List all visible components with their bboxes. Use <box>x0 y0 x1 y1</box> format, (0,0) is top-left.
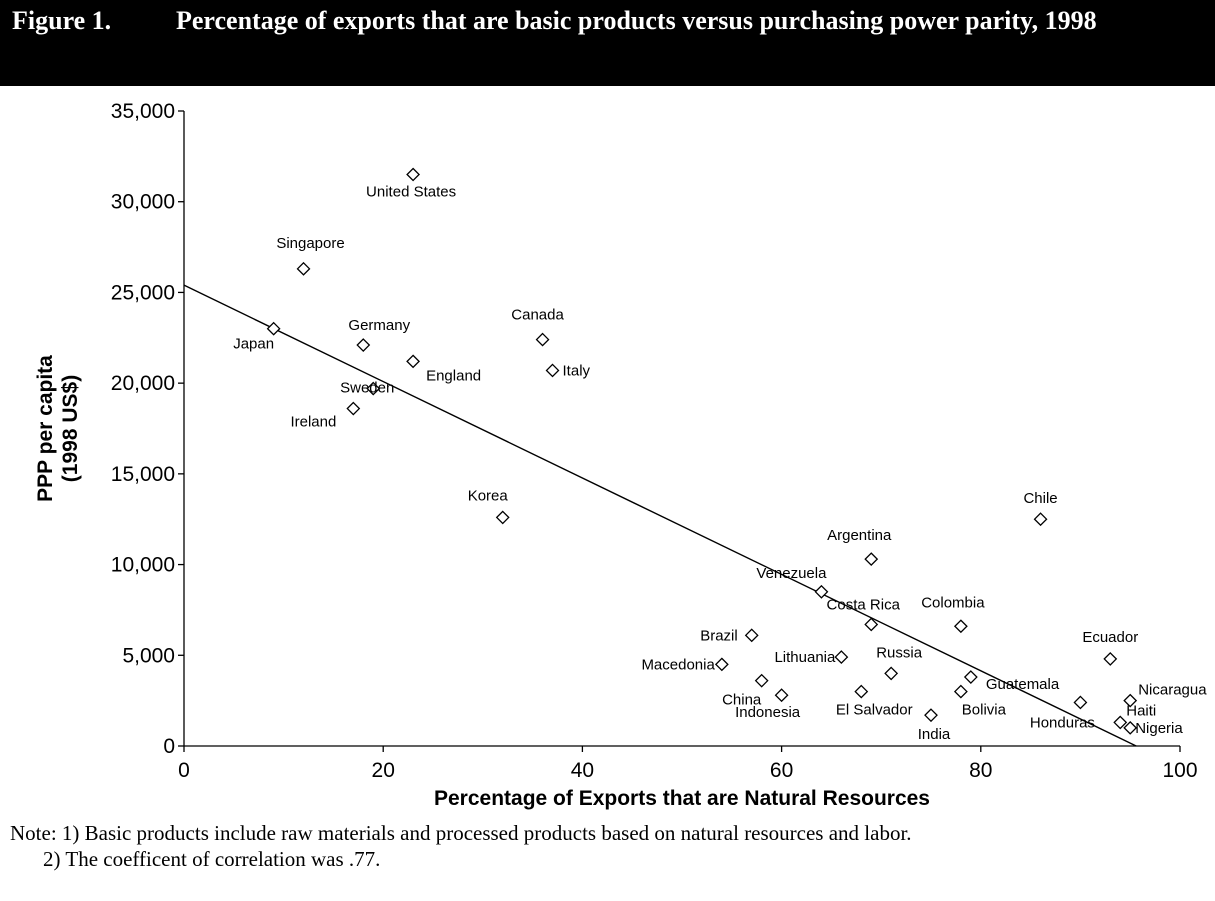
axes: 0 5,000 10,000 15,000 20,000 25,000 30,000 35,0… <box>34 100 1198 810</box>
data-point <box>406 354 420 369</box>
point-label: Canada <box>511 307 564 324</box>
point-label: Colombia <box>921 594 985 611</box>
scatter-chart: 0 5,000 10,000 15,000 20,000 25,000 30,000 35,0… <box>34 100 1207 810</box>
y-tick-label: 5,000 <box>122 644 175 667</box>
data-point <box>754 673 769 688</box>
y-axis-title: PPP per capita <box>34 355 57 502</box>
data-point <box>406 167 420 182</box>
point-label: Costa Rica <box>827 596 901 613</box>
figure-title: Percentage of exports that are basic pro… <box>176 6 1097 35</box>
data-point <box>884 666 899 681</box>
data-point <box>814 584 829 599</box>
y-tick-label: 20,000 <box>111 372 175 395</box>
point-label: Venezuela <box>756 565 827 582</box>
data-point <box>1033 512 1048 527</box>
point-label: Korea <box>468 487 509 504</box>
figure-header: Figure 1. Percentage of exports that are… <box>0 0 1215 86</box>
y-axis-title: (1998 US$) <box>59 375 82 482</box>
data-point <box>545 363 560 378</box>
point-label: Lithuania <box>774 649 836 666</box>
data-point <box>1123 693 1138 708</box>
trendline-group <box>183 284 1137 747</box>
point-label: Sweden <box>340 380 394 397</box>
data-point <box>774 688 789 703</box>
data-point <box>924 708 938 723</box>
note-1: Note: 1) Basic products include raw mate… <box>10 821 912 845</box>
note-2: 2) The coefficent of correlation was .77… <box>43 847 381 871</box>
x-tick-label: 60 <box>770 759 793 782</box>
data-point <box>714 657 729 672</box>
data-point <box>864 552 879 567</box>
data-point <box>356 338 371 352</box>
point-label: Russia <box>876 644 923 661</box>
data-point <box>744 628 759 643</box>
data-point <box>963 670 978 684</box>
x-axis-title: Percentage of Exports that are Natural R… <box>434 787 930 810</box>
x-tick-label: 80 <box>969 759 992 782</box>
point-label: Chile <box>1023 490 1057 507</box>
data-point <box>495 510 510 525</box>
data-point <box>266 321 281 336</box>
point-label: Argentina <box>827 527 892 544</box>
x-tick-label: 20 <box>372 759 395 782</box>
data-point <box>953 619 968 634</box>
y-tick-label: 0 <box>163 735 175 758</box>
point-labels: United States Singapore Japan Germany Englan… <box>233 184 1207 744</box>
point-label: India <box>918 726 951 743</box>
data-point <box>1123 720 1138 735</box>
y-tick-label: 35,000 <box>111 100 175 123</box>
point-label: Indonesia <box>735 704 801 721</box>
point-label: Nigeria <box>1135 720 1183 737</box>
data-point <box>1073 695 1088 710</box>
point-label: Honduras <box>1030 714 1095 731</box>
x-tick-label: 100 <box>1162 759 1197 782</box>
point-label: Ireland <box>290 414 336 431</box>
point-label: Bolivia <box>962 702 1007 719</box>
point-label: Guatemala <box>986 676 1060 693</box>
figure-notes: Note: 1) Basic products include raw mate… <box>10 820 1210 872</box>
point-label: China <box>722 692 762 709</box>
point-label: Haiti <box>1126 702 1156 719</box>
data-point <box>346 401 361 416</box>
point-label: El Salvador <box>836 702 913 719</box>
data-point <box>1113 715 1128 730</box>
trendline <box>183 284 1137 747</box>
y-tick-label: 15,000 <box>111 463 175 486</box>
y-tick-label: 30,000 <box>111 191 175 214</box>
data-point <box>535 332 550 347</box>
point-label: Germany <box>348 317 410 334</box>
data-points <box>266 167 1138 735</box>
data-point <box>296 261 311 276</box>
y-tick-label: 10,000 <box>111 554 175 577</box>
x-tick-label: 40 <box>571 759 594 782</box>
point-label: Macedonia <box>641 656 715 673</box>
data-point <box>854 684 869 699</box>
data-point <box>953 684 968 699</box>
point-label: Nicaragua <box>1138 682 1207 699</box>
point-label: Italy <box>563 362 591 379</box>
data-point <box>834 650 849 665</box>
data-point <box>864 617 879 632</box>
figure-label: Figure 1. <box>12 6 112 35</box>
point-label: United States <box>366 184 456 201</box>
y-tick-label: 25,000 <box>111 281 175 304</box>
point-label: Brazil <box>700 627 738 644</box>
point-label: Ecuador <box>1082 629 1138 646</box>
point-label: England <box>426 367 481 384</box>
point-label: Japan <box>233 336 274 353</box>
x-tick-label: 0 <box>178 759 190 782</box>
point-label: Singapore <box>276 235 344 252</box>
data-point <box>1103 651 1118 666</box>
data-point <box>366 381 381 396</box>
